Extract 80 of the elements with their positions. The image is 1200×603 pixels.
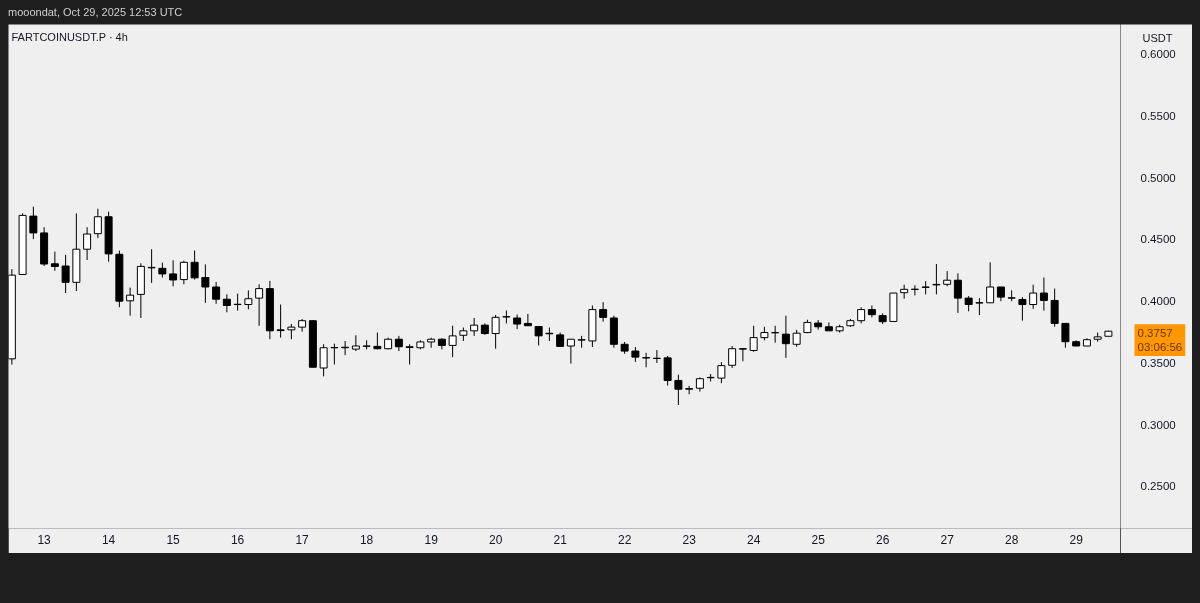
candlestick xyxy=(50,251,59,272)
x-tick-label: 29 xyxy=(1069,532,1084,547)
y-tick-label: 0.3000 xyxy=(1140,418,1176,431)
text: FARTCOINUSDT.P · 4h xyxy=(11,30,128,43)
x-tick-label: 21 xyxy=(553,532,568,547)
candlestick xyxy=(29,206,38,240)
candlestick xyxy=(147,248,156,284)
x-tick-label: 24 xyxy=(746,532,761,547)
candlestick xyxy=(179,260,188,285)
x-tick-label: 22 xyxy=(617,532,632,547)
y-tick-label: 0.4500 xyxy=(1140,233,1176,246)
candlestick xyxy=(222,293,231,313)
candlestick xyxy=(642,352,651,368)
x-tick-label: 17 xyxy=(295,532,310,547)
x-tick-label: 19 xyxy=(424,532,439,547)
candlestick xyxy=(351,334,360,352)
candlestick xyxy=(599,301,608,323)
y-tick-label: 0.5000 xyxy=(1140,171,1176,184)
candlestick xyxy=(674,374,683,406)
text: 0.3757 03:06:56 xyxy=(1137,327,1183,353)
x-tick-label: 20 xyxy=(488,532,503,547)
candlestick xyxy=(61,254,70,294)
candlestick xyxy=(255,283,264,327)
candlestick xyxy=(330,343,339,366)
candlestick xyxy=(534,326,543,346)
candlestick xyxy=(93,208,102,239)
candlestick xyxy=(814,319,823,331)
candlestick xyxy=(1029,284,1038,310)
x-tick-label: 16 xyxy=(230,532,245,547)
candlestick xyxy=(470,317,479,337)
x-tick-label: 15 xyxy=(166,532,181,547)
x-tick-label: 26 xyxy=(875,532,890,547)
x-tick-label: 27 xyxy=(940,532,955,547)
candlestick xyxy=(986,261,995,304)
y-tick-label: 0.6000 xyxy=(1140,48,1176,61)
candlestick xyxy=(276,304,285,339)
candlestick xyxy=(523,313,532,327)
candlestick xyxy=(405,343,414,366)
candlestick xyxy=(427,337,436,349)
candlestick xyxy=(1039,276,1048,312)
candlestick xyxy=(749,325,758,353)
candlestick xyxy=(212,281,221,305)
x-tick-label: 23 xyxy=(682,532,697,547)
candlestick xyxy=(1018,296,1027,322)
candlestick xyxy=(943,270,952,287)
text: mooondat, Oct 29, 2025 12:53 UTC xyxy=(8,5,183,20)
x-tick-label: 13 xyxy=(37,532,52,547)
candlestick xyxy=(126,287,135,317)
candlestick xyxy=(83,226,92,261)
candlestick xyxy=(953,272,962,314)
candlestick xyxy=(717,361,726,384)
x-tick-label: 14 xyxy=(101,532,116,547)
candlestick xyxy=(491,314,500,350)
y-tick-label: 0.2500 xyxy=(1140,480,1176,493)
candlestick xyxy=(566,338,575,365)
candlestick xyxy=(932,263,941,295)
candlestick xyxy=(685,385,694,395)
x-tick-label: 25 xyxy=(811,532,826,547)
candlestick xyxy=(1061,322,1070,349)
y-axis-title: USDT xyxy=(1142,31,1173,44)
candlestick xyxy=(201,263,210,304)
candlestick xyxy=(900,284,909,300)
y-tick-label: 0.4000 xyxy=(1140,295,1176,308)
x-tick-label: 28 xyxy=(1004,532,1019,547)
candlestick xyxy=(1050,288,1059,328)
candlestick xyxy=(738,347,747,362)
x-tick-label: 18 xyxy=(359,532,374,547)
y-tick-label: 0.3500 xyxy=(1140,356,1176,369)
candlestick xyxy=(233,293,242,312)
candlestick xyxy=(169,259,178,287)
candlestick xyxy=(190,250,199,281)
candlestick xyxy=(448,325,457,358)
candlestick xyxy=(244,289,253,310)
candlestick xyxy=(824,321,833,332)
candlestick xyxy=(781,315,790,359)
y-tick-label: 0.5500 xyxy=(1140,109,1176,122)
candlestick xyxy=(663,355,672,387)
candlestick xyxy=(319,343,328,377)
candlestick xyxy=(728,345,737,369)
candlestick xyxy=(394,335,403,352)
